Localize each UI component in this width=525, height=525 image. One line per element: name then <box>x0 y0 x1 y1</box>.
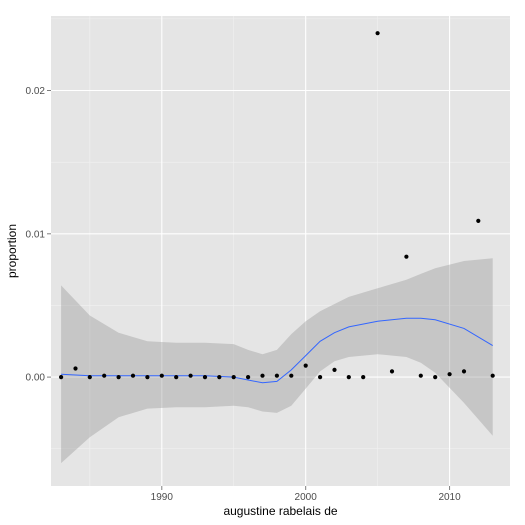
x-axis-ticks: 1990 2000 2010 <box>151 486 461 503</box>
y-tick-label: 0.01 <box>26 229 46 240</box>
data-point <box>303 363 308 368</box>
data-point <box>274 373 279 378</box>
data-point <box>59 375 64 380</box>
data-point <box>87 375 92 380</box>
plot-panel <box>51 16 510 486</box>
data-point <box>188 373 193 378</box>
data-point <box>361 375 366 380</box>
y-axis-title: proportion <box>5 224 19 278</box>
x-tick-label: 2000 <box>295 492 318 503</box>
data-point <box>246 375 251 380</box>
data-point <box>116 375 121 380</box>
confidence-ribbon <box>61 258 493 464</box>
y-tick-label: 0.02 <box>26 86 46 97</box>
x-tick-label: 2010 <box>438 492 461 503</box>
data-point <box>202 375 208 380</box>
data-points <box>59 31 495 380</box>
data-point <box>346 375 351 380</box>
y-axis-ticks: 0.00 0.01 0.02 <box>26 86 51 384</box>
data-point <box>490 373 495 378</box>
data-point <box>375 31 380 36</box>
y-tick-label: 0.00 <box>26 373 46 384</box>
data-point <box>389 369 395 374</box>
data-point <box>318 375 323 380</box>
data-point <box>102 373 107 378</box>
data-point <box>433 375 438 380</box>
data-point <box>174 375 179 380</box>
smooth-line <box>61 317 493 384</box>
data-point <box>289 373 294 378</box>
data-point <box>217 375 222 380</box>
data-point <box>73 366 78 371</box>
x-axis-title: augustine rabelais de <box>223 504 337 518</box>
data-point <box>231 375 236 380</box>
data-point <box>461 369 467 374</box>
data-point <box>418 373 423 378</box>
data-point <box>404 254 409 259</box>
x-tick-label: 1990 <box>151 492 174 503</box>
data-point <box>260 373 265 378</box>
data-point <box>447 372 452 377</box>
data-point <box>130 373 136 378</box>
data-point <box>159 373 164 378</box>
data-point <box>332 367 337 372</box>
data-point <box>476 218 481 223</box>
data-point <box>145 375 150 380</box>
grid-minor <box>51 16 510 486</box>
